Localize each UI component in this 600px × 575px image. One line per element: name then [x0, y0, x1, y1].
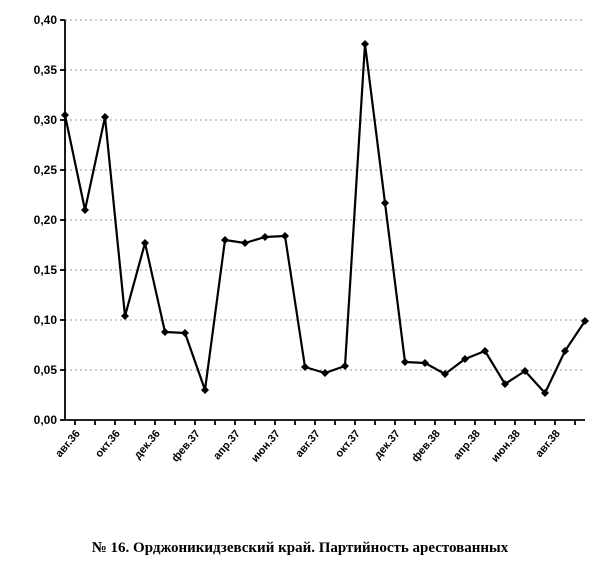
svg-text:0,15: 0,15	[34, 263, 58, 277]
svg-text:0,30: 0,30	[34, 113, 58, 127]
svg-text:0,10: 0,10	[34, 313, 58, 327]
line-chart: 0,000,050,100,150,200,250,300,350,40авг.…	[10, 10, 590, 510]
svg-text:0,00: 0,00	[34, 413, 58, 427]
svg-text:0,40: 0,40	[34, 13, 58, 27]
svg-text:0,20: 0,20	[34, 213, 58, 227]
svg-text:0,25: 0,25	[34, 163, 58, 177]
svg-text:0,35: 0,35	[34, 63, 58, 77]
svg-text:0,05: 0,05	[34, 363, 58, 377]
figure-caption: № 16. Орджоникидзевский край. Партийност…	[0, 540, 600, 557]
